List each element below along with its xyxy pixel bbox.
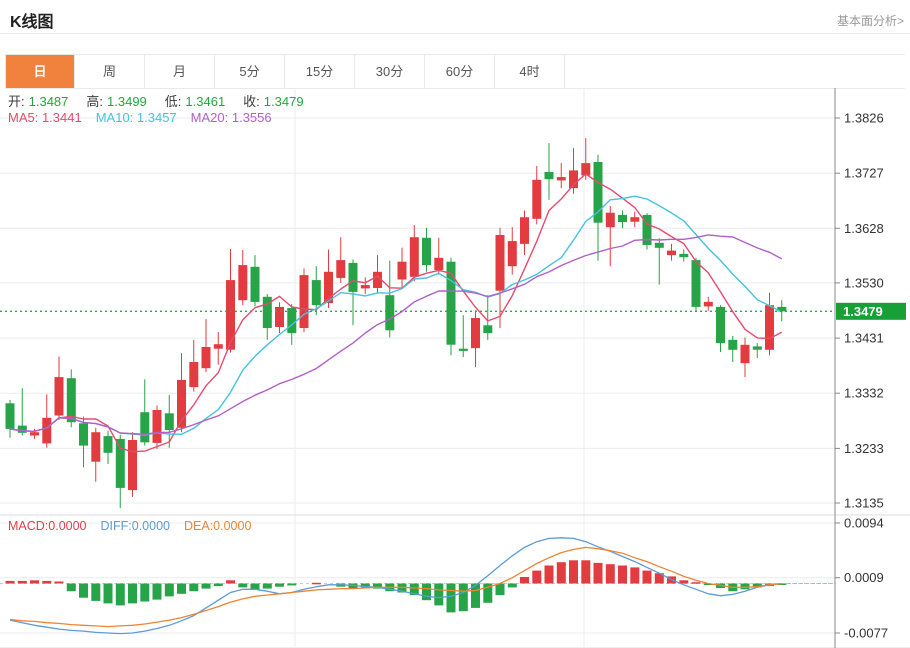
tab-60min[interactable]: 60分 bbox=[425, 55, 495, 88]
svg-text:1.3233: 1.3233 bbox=[844, 441, 884, 456]
kline-chart-svg[interactable]: 1.3826 1.3727 1.3628 1.3530 1.3431 1.3332 1.32… bbox=[0, 88, 910, 648]
tab-4hour[interactable]: 4时 bbox=[495, 55, 565, 88]
ma-item: MA5: 1.3441 bbox=[8, 110, 82, 125]
candles bbox=[5, 138, 787, 508]
svg-text:0.0009: 0.0009 bbox=[844, 570, 884, 585]
tab-monthly[interactable]: 月 bbox=[145, 55, 215, 88]
macd-readout: MACD:0.0000 DIFF:0.0000 DEA:0.0000 bbox=[8, 519, 265, 533]
tab-15min[interactable]: 15分 bbox=[285, 55, 355, 88]
macd-histogram bbox=[5, 560, 787, 613]
ohlc-item: 低: 1.3461 bbox=[164, 94, 226, 109]
svg-text:1.3826: 1.3826 bbox=[844, 111, 884, 126]
header-divider bbox=[0, 33, 910, 34]
svg-text:0.0094: 0.0094 bbox=[844, 516, 884, 531]
macd-item: DIFF:0.0000 bbox=[100, 519, 170, 533]
gridlines bbox=[0, 88, 910, 648]
tab-daily[interactable]: 日 bbox=[5, 55, 75, 88]
ohlc-item: 高: 1.3499 bbox=[86, 94, 147, 109]
macd-item: DEA:0.0000 bbox=[184, 519, 252, 533]
svg-text:-0.0077: -0.0077 bbox=[844, 626, 888, 641]
svg-text:1.3530: 1.3530 bbox=[844, 275, 884, 290]
price-axis: 1.3826 1.3727 1.3628 1.3530 1.3431 1.3332 1.32… bbox=[834, 88, 888, 648]
svg-text:1.3332: 1.3332 bbox=[844, 386, 884, 401]
timeframe-tabbar: 日周月 5分 15分 30分 60分 4时 bbox=[5, 54, 905, 89]
macd-lines bbox=[9, 537, 835, 635]
last-price-tag: 1.3479 bbox=[836, 302, 906, 320]
svg-text:1.3479: 1.3479 bbox=[843, 304, 883, 319]
svg-text:1.3431: 1.3431 bbox=[844, 331, 884, 346]
svg-text:1.3628: 1.3628 bbox=[844, 221, 884, 236]
tab-30min[interactable]: 30分 bbox=[355, 55, 425, 88]
fundamental-analysis-link[interactable]: 基本面分析> bbox=[836, 14, 904, 28]
ma-item: MA20: 1.3556 bbox=[190, 110, 272, 125]
ma-lines bbox=[9, 173, 783, 453]
tab-weekly[interactable]: 周 bbox=[75, 55, 145, 88]
page-title: K线图 bbox=[10, 14, 54, 31]
svg-text:1.3727: 1.3727 bbox=[844, 166, 884, 181]
tab-5min[interactable]: 5分 bbox=[215, 55, 285, 88]
ohlc-item: 收: 1.3479 bbox=[243, 94, 304, 109]
ma-item: MA10: 1.3457 bbox=[95, 110, 177, 125]
svg-text:1.3135: 1.3135 bbox=[844, 496, 884, 511]
ohlc-readout: 开: 1.3487 高: 1.3499 低: 1.3461 收: 1.3479 bbox=[8, 91, 322, 110]
ohlc-item: 开: 1.3487 bbox=[8, 94, 69, 109]
kline-chart[interactable]: 1.3826 1.3727 1.3628 1.3530 1.3431 1.3332 1.32… bbox=[0, 88, 910, 648]
ma-readout: MA5: 1.3441 MA10: 1.3457 MA20: 1.3556 bbox=[8, 110, 286, 125]
macd-item: MACD:0.0000 bbox=[8, 519, 87, 533]
